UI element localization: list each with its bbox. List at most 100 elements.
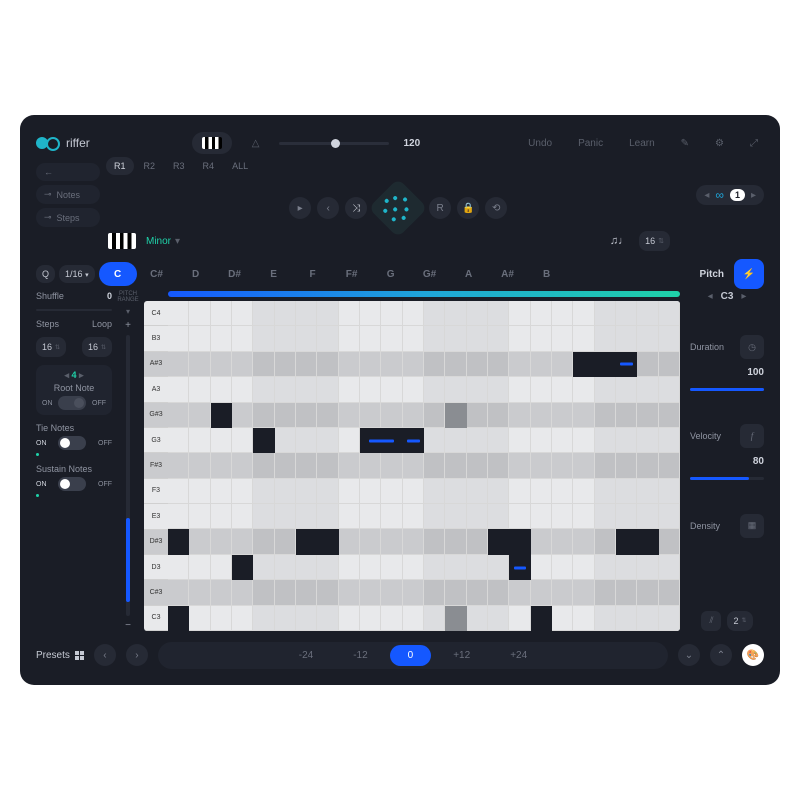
notes-tab[interactable]: ⊸Notes [36, 185, 100, 204]
octave-+24[interactable]: +24 [492, 645, 545, 666]
note-block[interactable] [168, 606, 189, 631]
note-G[interactable]: G [372, 262, 410, 286]
riff-tab-ALL[interactable]: ALL [224, 157, 256, 175]
octave-+12[interactable]: +12 [435, 645, 488, 666]
loop-value[interactable]: 16⇅ [82, 337, 112, 357]
shuffle-label: Shuffle [36, 291, 64, 301]
play-button[interactable]: ▸ [289, 197, 311, 219]
lock-button[interactable]: 🔒 [457, 197, 479, 219]
riff-tabs: R1R2R3R4ALL [106, 157, 690, 175]
note-G#[interactable]: G# [411, 262, 449, 286]
note-block[interactable] [488, 529, 531, 554]
duration-slider[interactable] [690, 388, 764, 391]
note-C[interactable]: C [99, 262, 137, 286]
note-C#[interactable]: C# [138, 262, 176, 286]
note-block[interactable] [445, 403, 466, 428]
riff-tab-R4[interactable]: R4 [195, 157, 223, 175]
back-button[interactable] [36, 163, 100, 181]
rhythm-icon[interactable]: ♫♩ [610, 235, 629, 247]
piano-roll[interactable]: C4B3A#3A3G#3G3F#3F3E3D#3D3C#3C3 [144, 301, 680, 631]
note-D[interactable]: D [177, 262, 215, 286]
presets-button[interactable]: Presets [36, 650, 84, 661]
scale-select[interactable]: Minor▾ [146, 236, 180, 247]
metronome-icon[interactable] [246, 134, 266, 153]
note-block[interactable] [253, 428, 274, 453]
riff-tab-R3[interactable]: R3 [165, 157, 193, 175]
note-D#[interactable]: D# [216, 262, 254, 286]
footer-icon[interactable]: ⫽ [701, 611, 721, 631]
octave-up[interactable]: ▸ [741, 291, 746, 302]
loop-control[interactable]: ◂ ∞ 1 ▸ [696, 185, 764, 205]
footer-value[interactable]: 2⇅ [727, 611, 752, 631]
quantize-q[interactable]: Q [36, 265, 55, 283]
undo-button[interactable]: Undo [522, 134, 558, 153]
steps-value[interactable]: 16⇅ [36, 337, 66, 357]
riff-tab-R2[interactable]: R2 [136, 157, 164, 175]
range-plus[interactable]: + [125, 320, 131, 331]
tempo-slider[interactable] [279, 142, 389, 145]
note-E[interactable]: E [255, 262, 293, 286]
edit-icon[interactable] [675, 134, 695, 153]
prev-preset[interactable]: ‹ [94, 644, 116, 666]
next-preset[interactable]: › [126, 644, 148, 666]
octave--24[interactable]: -24 [281, 645, 331, 666]
quantize-value[interactable]: 1/16 ▾ [59, 265, 95, 283]
panic-button[interactable]: Panic [572, 134, 609, 153]
grid-main: C4B3A#3A3G#3G3F#3F3E3D#3D3C#3C3 [144, 291, 680, 631]
main-area: Shuffle 0 Steps Loop 16⇅ 16⇅ ◂ 4 ▸ Root … [36, 291, 764, 631]
collapse-up[interactable]: ⌃ [710, 644, 732, 666]
note-block[interactable] [616, 529, 659, 554]
gradient-bar [168, 291, 680, 297]
note-block[interactable] [616, 352, 637, 377]
note-block[interactable] [445, 606, 466, 631]
note-block[interactable] [296, 529, 339, 554]
shuffle-value: 0 [107, 291, 112, 301]
range-minus[interactable]: − [125, 620, 131, 631]
octave-0[interactable]: 0 [390, 645, 432, 666]
record-button[interactable]: R [429, 197, 451, 219]
density-icon[interactable]: ▦ [740, 514, 764, 538]
note-F#[interactable]: F# [333, 262, 371, 286]
note-block[interactable] [403, 428, 424, 453]
note-A[interactable]: A [450, 262, 488, 286]
collapse-down[interactable]: ⌄ [678, 644, 700, 666]
pitch-range-label: PITCHRANGE [117, 291, 138, 303]
steps-tab[interactable]: ⊸Steps [36, 208, 100, 227]
note-block[interactable] [573, 352, 616, 377]
note-A#[interactable]: A# [489, 262, 527, 286]
note-block[interactable] [360, 428, 403, 453]
shuffle-slider[interactable] [36, 309, 112, 311]
rhythm-value[interactable]: 16⇅ [639, 231, 670, 251]
sustain-toggle[interactable] [58, 477, 86, 491]
app-window: riffer 120 Undo Panic Learn ⊸Notes ⊸Step… [20, 115, 780, 685]
note-block[interactable] [509, 555, 530, 580]
settings-icon[interactable] [709, 134, 730, 153]
note-F[interactable]: F [294, 262, 332, 286]
palette-button[interactable]: 🎨 [742, 644, 764, 666]
riff-tab-R1[interactable]: R1 [106, 157, 134, 175]
duration-icon[interactable]: ◷ [740, 335, 764, 359]
note-block[interactable] [211, 403, 232, 428]
link-button[interactable]: ⟲ [485, 197, 507, 219]
piano-icon-button[interactable] [192, 132, 232, 154]
topbar: riffer 120 Undo Panic Learn [36, 129, 764, 157]
shuffle-button[interactable]: ⤨ [345, 197, 367, 219]
note-block[interactable] [168, 529, 189, 554]
velocity-slider[interactable] [690, 477, 764, 480]
note-B[interactable]: B [528, 262, 566, 286]
note-block[interactable] [531, 606, 552, 631]
octave--12[interactable]: -12 [335, 645, 385, 666]
root-toggle[interactable] [58, 396, 86, 410]
range-slider[interactable] [126, 335, 130, 616]
octave-down[interactable]: ◂ [708, 291, 713, 302]
transport-row: ⊸Notes ⊸Steps R1R2R3R4ALL ▸ ‹ ⤨ [36, 167, 764, 223]
prev-button[interactable]: ‹ [317, 197, 339, 219]
expand-icon[interactable] [744, 134, 764, 153]
velocity-icon[interactable]: f [740, 424, 764, 448]
tie-toggle[interactable] [58, 436, 86, 450]
pitch-tool-button[interactable]: ⚡ [734, 259, 764, 289]
note-block[interactable] [232, 555, 253, 580]
right-panel: ◂ C3 ▸ Duration ◷ 100 Velocity f 80 Dens… [686, 291, 764, 631]
keyboard-icon[interactable] [108, 233, 136, 249]
learn-button[interactable]: Learn [623, 134, 661, 153]
